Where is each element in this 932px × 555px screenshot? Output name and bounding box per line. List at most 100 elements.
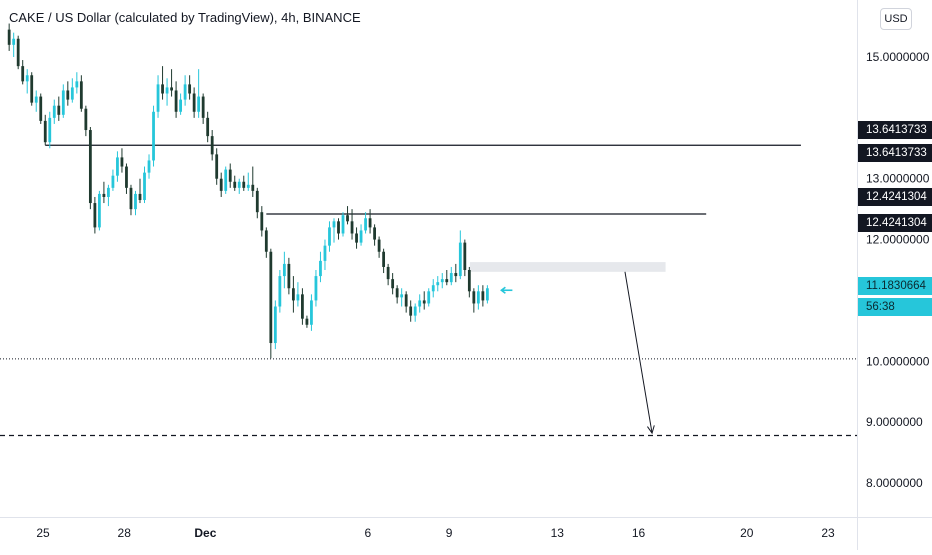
price-tick-label: 13.0000000 [866,172,930,186]
time-axis[interactable]: 25 28 Dec 6 9 13 16 20 23 [36,526,835,540]
candle [152,105,155,167]
candle-body [359,230,363,243]
candle-body [449,273,453,283]
candle [359,224,363,246]
time-tick-label: 20 [740,526,754,540]
candle [472,288,476,313]
candle [138,178,142,204]
candle-body [233,181,237,188]
candle-body [138,193,142,201]
candle [364,212,367,234]
candle-body [201,96,205,118]
price-badge: 12.4241304 [858,187,932,206]
time-tick-label: 25 [36,526,50,540]
candle-body [97,193,101,228]
candle [431,279,435,298]
candle [427,288,431,307]
candle [400,288,404,307]
candle-body [246,184,250,188]
candle-body [102,193,106,197]
projection-arrow-line [624,271,653,434]
candle-body [445,279,449,283]
candle-body [84,108,88,131]
chart-title: CAKE / US Dollar (calculated by TradingV… [9,10,361,25]
candle-body [79,81,83,109]
candle [57,96,61,121]
candle [346,206,349,225]
candle-body [30,75,34,103]
candle [93,196,97,234]
candle [323,239,327,270]
candle [377,236,381,258]
candle-body [282,263,286,277]
candle-body [116,157,119,176]
time-tick-label: 9 [446,526,453,540]
candle [485,285,489,304]
candle-body [337,221,340,234]
annotation-layer [0,144,857,437]
candle-body [467,270,471,292]
candle [463,239,467,277]
candle [116,151,119,182]
candle-body [197,96,201,112]
candle-body [174,90,178,112]
candle [111,169,115,191]
candle-body [440,279,444,283]
candle [165,78,169,106]
candle-body [228,169,232,182]
candle-body [70,87,74,100]
price-axis[interactable]: 15.0000000 13.0000000 12.0000000 10.0000000… [866,50,930,490]
candle [174,81,178,118]
candle [328,221,331,252]
price-tick-label: 15.0000000 [866,50,930,64]
candle-body [111,175,115,188]
candle [242,175,246,191]
candle [246,172,250,191]
candle [25,69,29,94]
projection-arrow-head [647,425,655,435]
candle-body [377,239,381,252]
candle-body [485,288,489,301]
candle [7,23,11,51]
candle-body [57,105,61,115]
candle-body [12,38,16,45]
candle [34,90,38,112]
price-badge: 56:38 [858,297,932,316]
candle-body [422,300,426,304]
candle-body [368,218,372,228]
candle [278,270,282,313]
candle-body [427,291,431,304]
candle-body [129,187,133,210]
candle-body [341,215,345,234]
candle-body [120,157,124,167]
candle [368,209,372,234]
candle-body [61,90,65,115]
candle-body [75,81,79,88]
candle [179,93,182,115]
candle [84,105,88,137]
candle-body [43,120,47,143]
candle [355,227,358,249]
last-price-arrow-head [500,286,506,294]
currency-button[interactable]: USD [880,8,912,30]
candle-body [16,38,20,67]
candle [255,187,259,219]
candle-body [481,291,485,301]
candle [129,184,133,216]
candle [436,276,440,292]
time-tick-label: 16 [632,526,646,540]
candle-body [48,117,52,143]
candle-body [7,29,11,45]
time-tick-label: Dec [194,526,216,540]
candle [251,166,255,197]
candle [413,303,417,322]
candle [192,87,196,118]
candle-body [134,193,137,210]
candle-body [391,279,395,289]
candle-body [147,160,151,173]
candle-body [25,75,29,82]
candle-body [314,276,318,301]
candle-body [454,273,458,277]
